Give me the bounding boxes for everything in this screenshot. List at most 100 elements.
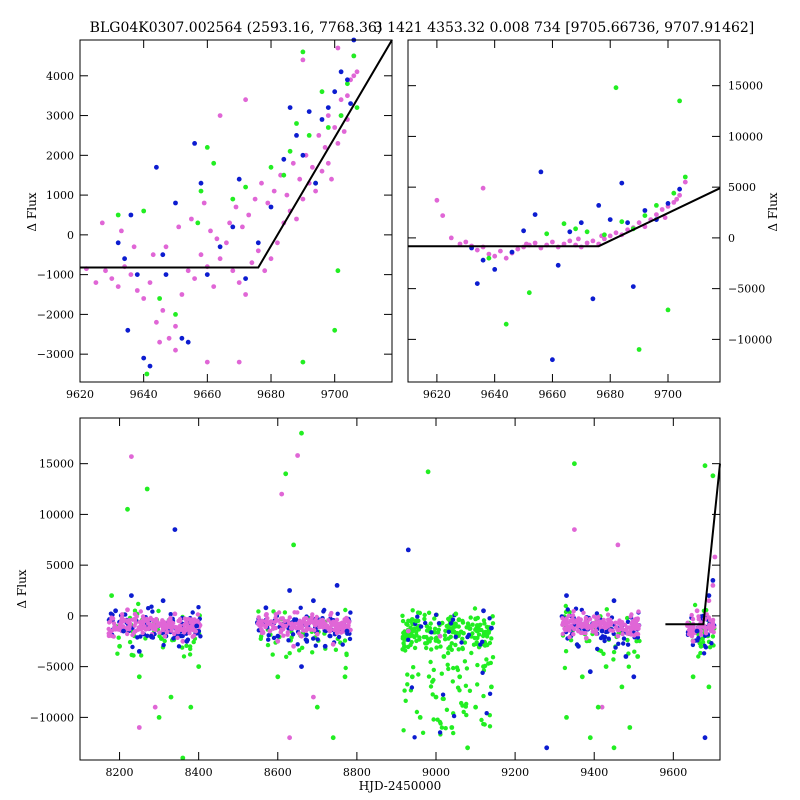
data-point-green	[456, 647, 461, 652]
data-point-green	[450, 630, 455, 635]
data-point-blue	[108, 611, 114, 616]
data-point-magenta	[299, 633, 304, 639]
data-point-magenta	[329, 176, 334, 182]
data-point-blue	[304, 632, 309, 637]
data-point-blue	[340, 642, 345, 647]
data-point-magenta	[515, 246, 521, 252]
data-point-magenta	[706, 598, 712, 604]
data-point-blue	[587, 669, 593, 675]
data-point-green	[671, 190, 677, 196]
data-point-magenta	[594, 631, 599, 637]
data-point-green	[136, 601, 141, 607]
data-point-green	[698, 650, 703, 656]
data-point-blue	[121, 628, 126, 634]
data-point-magenta	[115, 284, 121, 289]
y-axis-label: Δ Flux	[15, 569, 29, 608]
plot-frame	[79, 417, 721, 761]
data-point-blue	[347, 636, 353, 642]
data-point-green	[426, 610, 432, 615]
data-point-blue	[607, 217, 613, 223]
data-point-green	[299, 430, 304, 436]
x-tick-label: 9640	[130, 388, 158, 401]
data-point-green	[481, 721, 486, 727]
data-point-magenta	[631, 620, 637, 626]
y-tick-label: −10000	[30, 711, 74, 724]
data-point-blue	[328, 633, 333, 639]
data-point-magenta	[147, 280, 153, 285]
data-point-green	[268, 164, 274, 170]
y-tick-label: 4000	[46, 70, 74, 83]
data-point-green	[451, 665, 456, 671]
data-point-magenta	[160, 627, 166, 633]
data-point-green	[414, 638, 419, 644]
data-point-green	[682, 174, 688, 180]
data-point-green	[635, 654, 641, 659]
data-point-blue	[198, 634, 203, 639]
data-point-magenta	[111, 634, 116, 639]
y-tick-label: 0	[67, 229, 74, 242]
data-point-green	[204, 145, 210, 150]
axes: 9620 9640 9660 9680 9700 −3000 −2000 −1000 0 1000…	[37, 39, 393, 401]
data-point-green	[475, 662, 480, 668]
data-point-magenta	[191, 633, 197, 638]
data-point-blue	[160, 598, 166, 604]
data-point-green	[259, 634, 264, 639]
data-point-green	[136, 674, 142, 680]
data-point-magenta	[175, 635, 180, 640]
data-point-magenta	[170, 620, 176, 626]
data-point-magenta	[583, 630, 588, 636]
data-point-blue	[243, 276, 249, 281]
data-point-green	[426, 674, 432, 679]
data-point-green	[333, 647, 339, 652]
data-point-magenta	[319, 168, 325, 174]
data-point-blue	[701, 651, 707, 656]
data-point-green	[198, 188, 204, 194]
data-point-green	[611, 657, 616, 662]
data-point-green	[443, 637, 448, 642]
data-point-magenta	[153, 619, 158, 624]
data-point-green	[625, 615, 630, 621]
data-point-magenta	[354, 69, 360, 75]
data-point-green	[464, 701, 469, 707]
data-point-magenta	[486, 251, 492, 257]
data-point-magenta	[276, 610, 282, 615]
data-point-green	[453, 642, 458, 648]
data-point-green	[282, 610, 288, 615]
data-point-magenta	[182, 622, 187, 628]
data-point-magenta	[150, 252, 156, 258]
data-point-magenta	[630, 626, 635, 631]
data-point-green	[345, 81, 350, 87]
data-point-magenta	[140, 614, 146, 619]
data-point-magenta	[109, 276, 115, 281]
data-point-magenta	[503, 255, 509, 261]
data-point-magenta	[182, 616, 188, 621]
data-point-green	[405, 644, 411, 650]
data-point-green	[462, 659, 468, 664]
data-point-blue	[412, 735, 417, 740]
x-tick-label: 9700	[654, 388, 682, 401]
y-tick-label: −10000	[728, 333, 772, 346]
data-point-magenta	[571, 609, 576, 614]
data-point-green	[449, 641, 454, 646]
data-point-blue	[115, 240, 121, 246]
data-point-blue	[706, 593, 712, 598]
data-point-magenta	[317, 625, 322, 630]
data-point-blue	[146, 606, 151, 611]
data-point-magenta	[259, 618, 265, 624]
data-point-green	[579, 674, 585, 680]
data-point-blue	[335, 611, 340, 616]
data-point-blue	[148, 633, 154, 639]
data-point-green	[139, 653, 144, 658]
data-point-green	[428, 659, 433, 665]
data-point-magenta	[677, 192, 682, 198]
data-point-blue	[440, 692, 446, 697]
chart-title: BLG04K0307.002564 (2593.16, 7768.36)	[90, 20, 383, 36]
data-point-green	[475, 682, 480, 687]
data-point-green	[562, 665, 568, 671]
data-point-magenta	[285, 632, 290, 637]
data-point-blue	[480, 670, 485, 675]
data-point-blue	[184, 638, 190, 644]
data-point-magenta	[334, 617, 340, 622]
data-point-blue	[141, 355, 147, 361]
data-point-blue	[192, 141, 198, 146]
